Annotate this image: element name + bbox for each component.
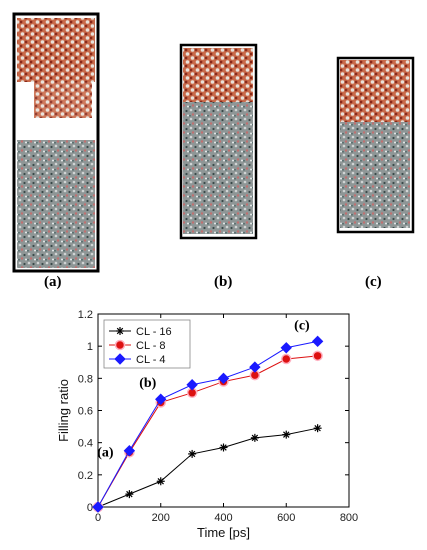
panel-label-b: (b) [214,274,233,290]
data-point [123,445,136,457]
legend-marker [116,327,124,335]
simulation-snapshots [12,12,415,273]
data-point [280,342,292,354]
data-point [219,443,228,452]
data-point [281,353,292,365]
snapshot-a [12,12,100,273]
data-point [125,490,134,499]
x-tick-label: 400 [214,512,232,524]
legend-item: CL - 16 [109,326,172,338]
series-line [97,427,318,508]
y-tick-label: 1 [87,341,93,353]
series-0 [94,424,322,511]
legend-marker [114,353,126,365]
snapshot-b [179,43,258,240]
series-2 [92,335,324,513]
data-point [217,372,230,385]
legend-item: CL - 4 [109,353,166,366]
snapshot-c [336,56,415,234]
data-point [188,449,197,458]
legend: CL - 16 CL - 8 CL - 4 [103,319,191,369]
x-tick-label: 600 [277,512,295,524]
series-line [97,355,318,508]
data-point [311,335,324,348]
data-point [312,350,323,362]
data-point [250,433,259,442]
data-point [155,393,167,405]
y-tick-label: 0.2 [78,470,93,482]
legend-marker [114,339,126,351]
chart-annotation: (a) [97,446,114,461]
data-point [249,361,261,373]
legend-label: CL - 4 [136,354,166,366]
legend-item: CL - 8 [109,339,166,352]
data-point [92,501,104,513]
x-tick-label: 0 [95,512,101,524]
panel-label-c: (c) [365,274,382,290]
chart-annotation: (c) [294,318,310,333]
legend-label: CL - 8 [136,340,166,352]
chart-annotation: (b) [139,376,156,391]
legend-label: CL - 16 [136,326,172,338]
panel-label-a: (a) [44,274,62,290]
y-tick-label: 1.2 [78,309,93,321]
x-tick-label: 800 [340,512,358,524]
series-1 [92,350,323,513]
x-tick-label: 200 [152,512,170,524]
y-tick-label: 0.4 [78,438,93,450]
x-axis-title: Time [ps] [197,525,250,540]
y-tick-label: 0 [87,502,93,514]
data-point [156,477,165,486]
data-point [282,430,291,439]
y-tick-label: 0.8 [78,373,93,385]
data-point [313,424,322,433]
y-tick-label: 0.6 [78,406,93,418]
data-point [186,379,198,391]
series-line [97,340,318,508]
y-axis-title: Filling ratio [56,379,71,442]
